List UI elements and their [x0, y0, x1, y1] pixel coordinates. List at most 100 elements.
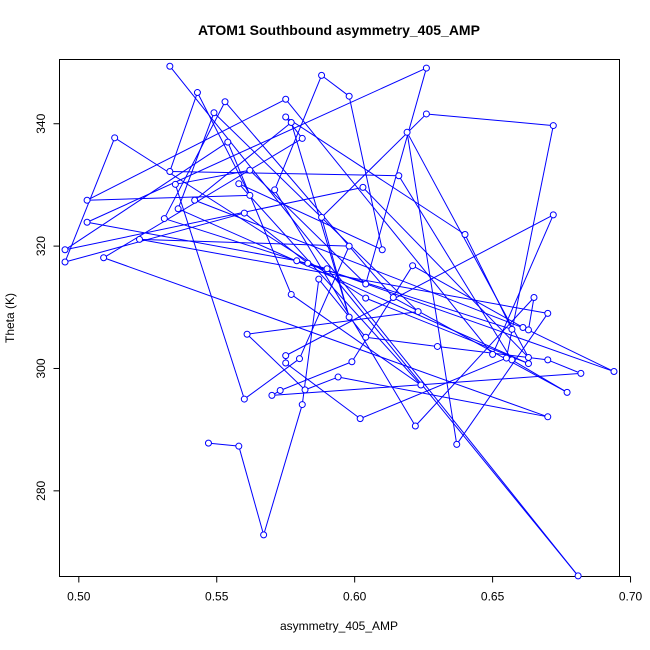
series-segment	[296, 260, 328, 270]
series-segment	[285, 362, 361, 420]
data-point	[356, 415, 364, 423]
series-segment	[492, 214, 554, 355]
y-tick-label: 280	[34, 481, 48, 501]
y-tick-label: 300	[34, 358, 48, 378]
y-axis: 280 300 320 340	[34, 113, 60, 501]
series-segment	[244, 358, 300, 400]
series-segment	[318, 278, 367, 338]
data-point	[298, 401, 306, 409]
x-tick-label: 0.60	[343, 590, 367, 604]
series-segment	[169, 65, 579, 577]
data-point	[246, 166, 254, 174]
data-point	[409, 262, 417, 270]
y-axis-title: Theta (K)	[3, 293, 17, 343]
data-point	[519, 323, 527, 331]
series-segment	[238, 446, 265, 536]
series-segment	[87, 194, 250, 201]
data-point	[111, 134, 119, 142]
data-point	[271, 186, 279, 194]
data-point	[246, 191, 254, 199]
series-segment	[464, 234, 513, 330]
data-point	[348, 358, 356, 366]
data-point	[389, 294, 397, 302]
series-segment	[169, 92, 198, 172]
data-point	[502, 354, 510, 362]
data-point	[530, 294, 538, 302]
series-segment	[274, 189, 416, 427]
series-segment	[393, 297, 568, 393]
series-segment	[285, 214, 554, 357]
series-segment	[64, 141, 229, 251]
series-segment	[86, 67, 427, 223]
data-point	[433, 342, 441, 350]
data-point	[318, 213, 326, 221]
data-point	[414, 308, 422, 316]
data-point	[411, 422, 419, 430]
series-segment	[426, 113, 554, 127]
series-segment	[64, 212, 245, 263]
series-segment	[177, 112, 215, 209]
data-point	[417, 381, 425, 389]
series-segment	[263, 404, 303, 536]
series-segment	[321, 75, 350, 97]
series-segment	[163, 101, 226, 219]
data-point	[395, 172, 403, 180]
series-segment	[274, 75, 323, 191]
data-point	[315, 275, 323, 283]
data-point	[260, 531, 268, 539]
series-segment	[249, 169, 367, 285]
data-point	[403, 128, 411, 136]
series-segment	[348, 96, 383, 250]
series-segment	[224, 101, 394, 298]
data-point	[362, 280, 370, 288]
data-point	[240, 395, 248, 403]
x-tick-label: 0.65	[481, 590, 505, 604]
data-point	[544, 356, 552, 364]
data-point	[577, 369, 585, 377]
data-point	[287, 290, 295, 298]
series-segment	[412, 265, 524, 328]
data-point	[282, 359, 290, 367]
data-point	[221, 98, 229, 106]
data-point	[359, 183, 367, 191]
data-point	[301, 386, 309, 394]
data-point	[362, 294, 370, 302]
data-point	[334, 373, 342, 381]
data-point	[240, 209, 248, 217]
data-point	[610, 368, 618, 376]
data-point	[422, 110, 430, 118]
series-segment	[321, 113, 427, 218]
data-point	[362, 333, 370, 341]
x-axis-title: asymmetry_405_AMP	[280, 619, 398, 633]
data-point	[524, 326, 532, 334]
data-point	[345, 313, 353, 321]
series-segment	[304, 376, 339, 391]
plot-area	[59, 59, 620, 577]
data-point	[345, 242, 353, 250]
x-tick-label: 0.55	[205, 590, 229, 604]
series-segment	[351, 265, 414, 363]
series-segment	[456, 313, 549, 445]
series-segment	[365, 336, 438, 347]
data-point	[345, 92, 353, 100]
data-point	[282, 352, 290, 360]
data-point	[171, 180, 179, 188]
data-point	[83, 218, 91, 226]
series-segment	[175, 169, 250, 185]
series-segment	[194, 199, 529, 331]
series-segment	[299, 245, 350, 359]
data-point	[574, 572, 582, 580]
data-point	[489, 350, 497, 358]
data-point	[235, 180, 243, 188]
series-segment	[227, 141, 292, 295]
series-segment	[169, 170, 399, 177]
series-segment	[238, 183, 422, 386]
series-segment	[522, 327, 615, 372]
data-point	[544, 413, 552, 421]
data-point	[453, 440, 461, 448]
data-point	[287, 119, 295, 127]
series-segment	[406, 132, 529, 358]
y-tick-label: 320	[34, 236, 48, 256]
data-point	[224, 138, 232, 146]
